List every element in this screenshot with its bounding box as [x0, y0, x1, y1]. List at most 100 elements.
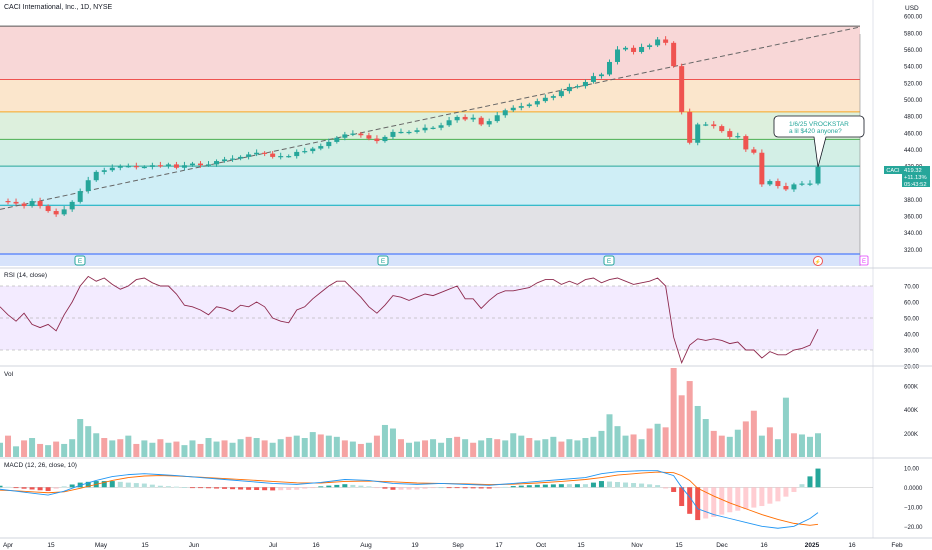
candle-body [615, 49, 621, 62]
macd-histogram-bar [558, 484, 564, 488]
candle-body [334, 137, 340, 142]
price-tick-label: 580.00 [904, 31, 923, 37]
annotation-line-2: a lil $420 anyone? [789, 128, 842, 135]
candle-body [502, 110, 508, 116]
dividend-marker[interactable] [813, 256, 823, 266]
volume-bar [470, 442, 477, 457]
macd-line [0, 470, 819, 529]
volume-bar [806, 436, 813, 457]
volume-bar [798, 434, 805, 457]
volume-bar [389, 428, 396, 457]
macd-histogram-bar [157, 485, 163, 488]
price-tick-label: 600.00 [904, 15, 923, 21]
macd-histogram-bar [101, 481, 107, 488]
volume-bar [678, 395, 685, 457]
candle-body [574, 86, 580, 88]
macd-histogram-bar [262, 487, 268, 491]
price-tag-price: 419.32 [904, 168, 922, 174]
earnings-marker[interactable]: E [74, 255, 86, 266]
candle-body [374, 138, 380, 142]
volume-bar [21, 440, 28, 457]
candle-body [278, 156, 284, 158]
volume-bar [654, 423, 661, 457]
macd-histogram-bar [342, 484, 348, 488]
macd-histogram-bar [149, 484, 155, 488]
candle-body [342, 134, 348, 138]
rsi-tick-label: 60.00 [904, 301, 920, 307]
earnings-marker[interactable]: E [603, 255, 615, 266]
future-earnings-label: E [862, 259, 866, 265]
price-tag-change: +11.13% [904, 175, 927, 181]
volume-bar [141, 440, 148, 457]
price-tick-label: 460.00 [904, 131, 923, 137]
future-earnings-marker[interactable] [859, 255, 869, 266]
macd-histogram-bar [446, 487, 452, 489]
candle-body [462, 116, 468, 120]
ticker-tag [884, 166, 902, 174]
candle-body [246, 154, 252, 157]
currency-label: USD [905, 5, 919, 12]
price-scale[interactable]: USD320.00340.00360.00380.00420.00440.004… [872, 0, 930, 538]
macd-histogram-bar [775, 487, 781, 502]
candle-body [815, 166, 821, 184]
candle-body [390, 131, 396, 137]
volume-bar [478, 440, 485, 457]
candle-body [598, 74, 604, 77]
candle-body [61, 209, 67, 215]
volume-bar [109, 440, 116, 457]
macd-pane: MACD (12, 26, close, 10) [0, 462, 873, 529]
macd-histogram-bar [270, 487, 276, 491]
volume-bar [213, 441, 220, 457]
volume-bar [718, 435, 725, 457]
time-tick-label: 15 [577, 542, 585, 549]
candle-body [639, 46, 645, 52]
trend-line [0, 26, 861, 210]
volume-bar [694, 405, 701, 457]
candle-body [518, 106, 524, 108]
candle-body [783, 186, 789, 190]
volume-bar [125, 435, 132, 457]
price-badge[interactable]: CACI 419.32+11.13%05:43:52 [884, 166, 930, 188]
fib-zone [0, 79, 860, 112]
candle-body [45, 206, 51, 212]
volume-bar [381, 424, 388, 457]
time-axis[interactable]: Apr 15 May 15 Jun Jul 16 Aug 19 Sep 17 Oct 15 Nov 15 De… [0, 537, 932, 549]
volume-bar [349, 441, 356, 457]
candle-body [197, 163, 203, 166]
candle-body [286, 156, 292, 158]
time-tick-label: Nov [631, 542, 643, 549]
macd-histogram-bar [631, 483, 637, 488]
candle-body [438, 125, 444, 128]
volume-bar [430, 439, 437, 457]
candle-body [606, 61, 612, 75]
candle-body [566, 86, 572, 92]
macd-histogram-bar [815, 468, 821, 488]
macd-histogram-bar [85, 481, 91, 488]
rsi-pane: RSI (14, close) [0, 272, 873, 365]
macd-histogram-bar [318, 486, 324, 488]
time-tick-label: Apr [3, 542, 14, 549]
macd-histogram-bar [430, 487, 436, 489]
candle-body [37, 201, 43, 207]
price-tick-label: 340.00 [904, 231, 923, 237]
macd-histogram-bar [0, 485, 3, 488]
price-tick-label: 540.00 [904, 65, 923, 71]
candle-body [133, 166, 139, 168]
earnings-marker[interactable]: E [377, 255, 389, 266]
volume-bar [662, 427, 669, 457]
price-tag-countdown: 05:43:52 [904, 182, 927, 188]
candle-body [206, 164, 212, 166]
macd-histogram-bar [350, 484, 356, 488]
volume-title: Vol [4, 371, 14, 378]
candle-body [53, 211, 59, 215]
candle-body [486, 121, 492, 125]
macd-histogram-bar [334, 484, 340, 488]
volume-bar [566, 439, 573, 457]
macd-histogram-bar [582, 484, 588, 488]
rsi-tick-label: 50.00 [904, 317, 920, 323]
macd-histogram-bar [326, 485, 332, 488]
volume-bar [317, 434, 324, 457]
volume-bar [301, 438, 308, 457]
